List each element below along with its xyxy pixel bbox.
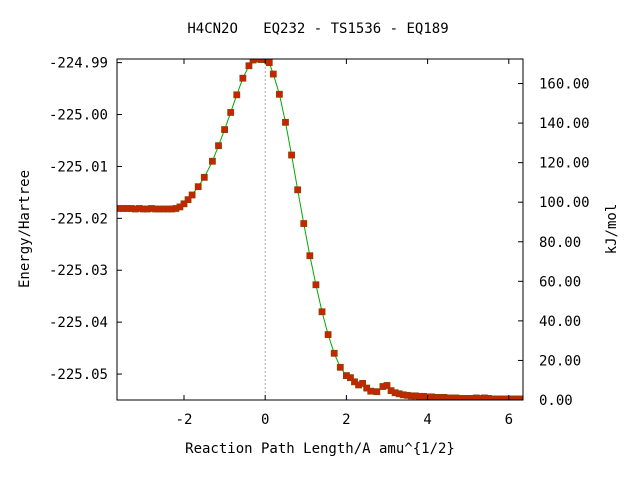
x-tick-label: -2 — [176, 412, 193, 428]
y2-tick-label: 40.00 — [539, 314, 581, 330]
y2-tick-label: 140.00 — [539, 116, 590, 132]
data-point — [347, 374, 354, 382]
y2-tick-label: 60.00 — [539, 274, 581, 290]
data-point — [227, 109, 235, 116]
data-point — [215, 142, 222, 150]
data-point — [245, 62, 253, 70]
data-point — [221, 126, 228, 133]
data-point — [383, 382, 391, 389]
data-point — [312, 281, 320, 289]
y2-tick-label: 0.00 — [539, 393, 573, 409]
data-point — [209, 157, 216, 165]
y-tick-label: -225.03 — [49, 263, 108, 279]
data-point — [318, 308, 326, 316]
data-point — [180, 200, 188, 208]
data-point — [324, 331, 332, 339]
x-tick-label: 2 — [342, 412, 350, 428]
y-tick-label: -225.02 — [49, 211, 108, 227]
y2-axis-label: kJ/mol — [604, 204, 620, 255]
x-tick-label: 4 — [423, 412, 431, 428]
data-point — [367, 387, 375, 395]
plot-frame — [116, 58, 524, 401]
data-point — [188, 191, 196, 199]
y2-tick-label: 120.00 — [539, 156, 590, 172]
y2-tick-label: 20.00 — [539, 353, 581, 369]
y-tick-label: -225.00 — [49, 108, 108, 124]
y-tick-label: -224.99 — [49, 56, 108, 72]
data-point — [233, 91, 241, 99]
series-line — [119, 59, 521, 400]
x-tick-label: 6 — [505, 412, 513, 428]
y-axis-label: Energy/Hartree — [17, 170, 33, 288]
data-point — [288, 151, 295, 159]
data-point — [373, 388, 381, 396]
y-tick-label: -225.04 — [49, 315, 108, 331]
data-point — [517, 395, 523, 400]
data-point — [282, 118, 289, 126]
data-point — [253, 59, 261, 63]
data-point — [306, 252, 314, 260]
y-tick-label: -225.05 — [49, 367, 108, 383]
data-point — [359, 379, 367, 387]
data-point — [275, 90, 283, 98]
data-point — [294, 186, 302, 194]
y2-tick-label: 160.00 — [539, 77, 590, 93]
data-point — [194, 183, 202, 191]
y2-tick-label: 80.00 — [539, 235, 581, 251]
data-point — [336, 363, 344, 371]
data-point — [239, 74, 247, 82]
data-point — [269, 70, 277, 78]
data-point — [300, 220, 308, 227]
data-point — [200, 173, 208, 181]
y2-tick-label: 100.00 — [539, 195, 590, 211]
chart-title: H4CN2O EQ232 - TS1536 - EQ189 — [187, 21, 448, 37]
data-point — [265, 59, 273, 67]
data-point — [184, 196, 192, 204]
y-tick-label: -225.01 — [49, 159, 108, 175]
x-axis-label: Reaction Path Length/A amu^{1/2} — [185, 441, 455, 457]
data-point — [330, 349, 338, 357]
x-tick-label: 0 — [261, 412, 269, 428]
